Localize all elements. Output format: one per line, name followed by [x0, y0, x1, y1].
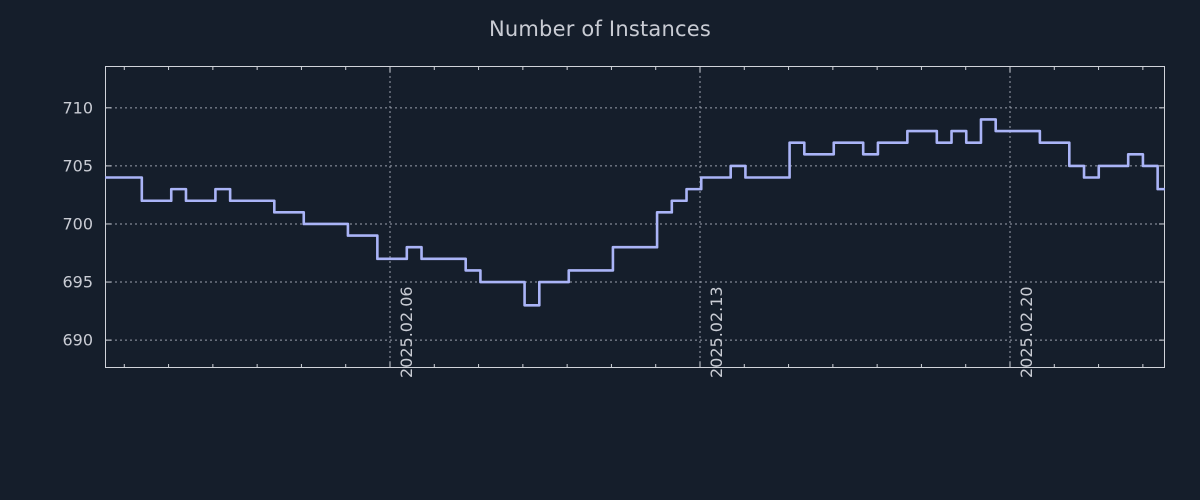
plot-svg	[105, 66, 1165, 368]
y-tick-label: 710	[62, 98, 93, 118]
chart-title: Number of Instances	[488, 17, 711, 41]
x-tick-label: 2025.02.20	[1017, 286, 1036, 378]
x-tick-label: 2025.02.06	[397, 286, 416, 378]
plot-area	[105, 66, 1165, 368]
y-tick-label: 690	[62, 330, 93, 350]
horizontal-gridlines	[105, 107, 1165, 341]
y-tick-label: 695	[62, 272, 93, 292]
vertical-gridlines	[389, 66, 1011, 368]
x-tick-label: 2025.02.13	[707, 286, 726, 378]
data-series-line	[105, 118, 1165, 307]
y-tick-label: 700	[62, 214, 93, 234]
y-axis-tick-labels: 690 695 700 705 710	[0, 0, 93, 500]
y-tick-label: 705	[62, 156, 93, 176]
plot-frame	[105, 66, 1165, 368]
